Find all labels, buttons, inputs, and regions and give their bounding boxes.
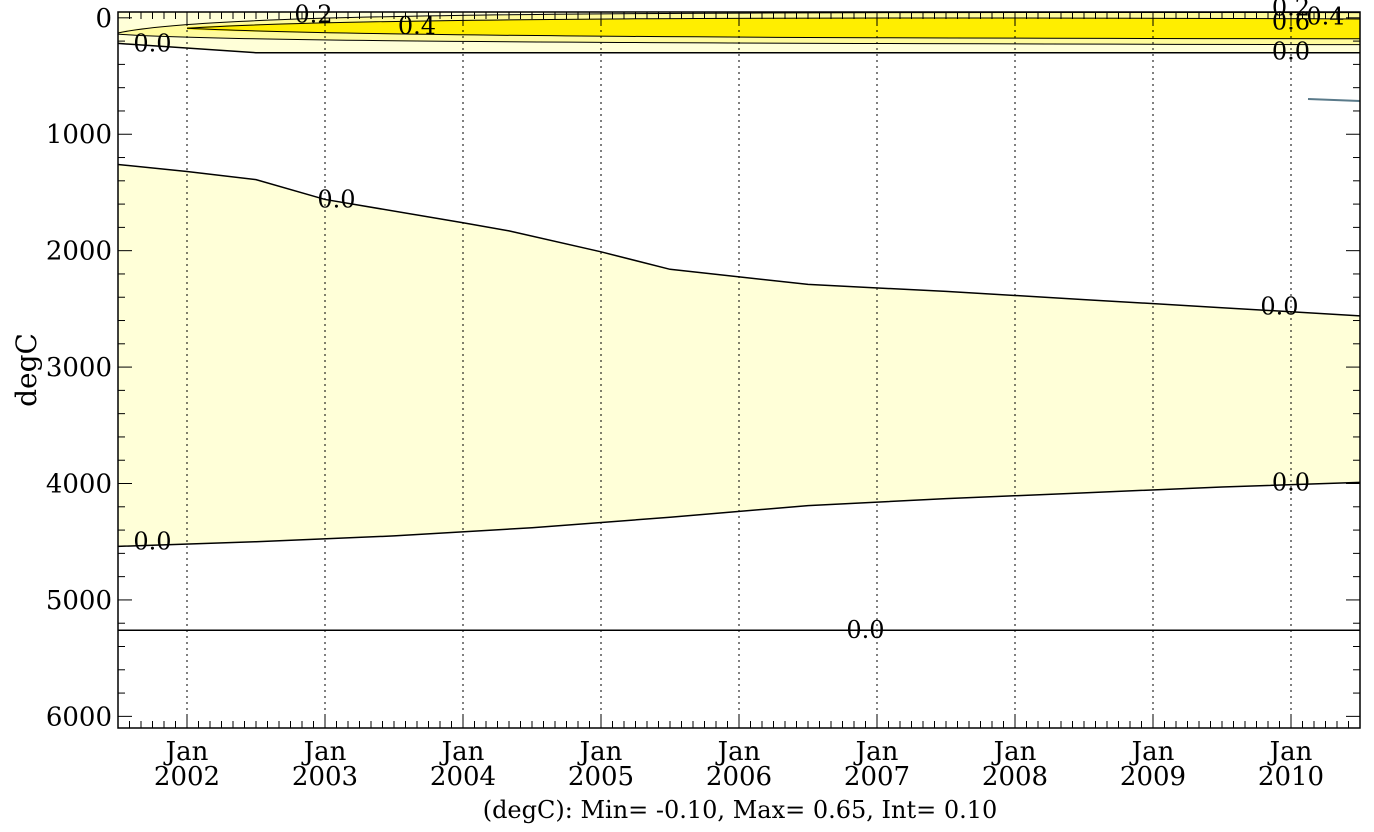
y-tick-label: 6000 [46, 702, 112, 732]
x-tick-label-month: Jan [991, 737, 1037, 767]
x-tick-label-month: Jan [1267, 737, 1313, 767]
y-axis-label: degC [10, 333, 43, 407]
contour-line [186, 17, 1361, 29]
y-tick-label: 4000 [46, 470, 112, 500]
x-axis-ticks: Jan2002Jan2003Jan2004Jan2005Jan2006Jan20… [117, 12, 1361, 792]
x-axis-label: (degC): Min= -0.10, Max= 0.65, Int= 0.10 [483, 796, 998, 824]
x-tick-label-year: 2002 [154, 762, 220, 792]
x-tick-label-year: 2004 [430, 762, 496, 792]
contour-label: 0.0 [133, 528, 171, 556]
contour-label: 0.0 [317, 185, 355, 213]
x-tick-label-month: Jan [1129, 737, 1175, 767]
y-tick-label: 2000 [46, 237, 112, 267]
y-tick-label: 0 [95, 4, 112, 34]
contour-label: 0.0 [1272, 38, 1310, 66]
x-tick-label-year: 2003 [292, 762, 358, 792]
x-tick-label-year: 2005 [568, 762, 634, 792]
x-tick-label-year: 2008 [982, 762, 1048, 792]
contour-label: 0.2 [1272, 0, 1310, 21]
x-tick-label-month: Jan [577, 737, 623, 767]
contour-line [186, 27, 1361, 40]
contour-label: 0.0 [846, 616, 884, 644]
contour-label: 0.0 [133, 29, 171, 57]
x-tick-label-year: 2006 [706, 762, 772, 792]
fill-region-surface-3 [187, 17, 1360, 39]
x-tick-label-month: Jan [301, 737, 347, 767]
contour-line [117, 163, 1361, 317]
contour-label: 0.0 [1272, 468, 1310, 496]
contour-line [117, 481, 1361, 548]
contour-lines [117, 11, 1361, 631]
x-tick-label-month: Jan [715, 737, 761, 767]
x-tick-label-year: 2010 [1258, 762, 1324, 792]
right-edge-feature [1307, 98, 1361, 102]
y-tick-label: 3000 [46, 353, 112, 383]
x-tick-label-year: 2007 [844, 762, 910, 792]
y-tick-label: 5000 [46, 586, 112, 616]
contour-labels: 0.20.40.00.00.00.00.00.00.20.60.40.0 [133, 0, 1344, 644]
x-tick-label-month: Jan [439, 737, 485, 767]
y-tick-label: 1000 [46, 120, 112, 150]
contour-line [117, 42, 1360, 54]
x-tick-label-month: Jan [163, 737, 209, 767]
contour-line [117, 33, 1361, 46]
x-tick-label-year: 2009 [1120, 762, 1186, 792]
contour-label: 0.0 [1260, 293, 1298, 321]
y-axis-ticks: 0 1000 2000 3000 4000 5000 6000 [46, 4, 1360, 732]
x-tick-label-month: Jan [853, 737, 899, 767]
